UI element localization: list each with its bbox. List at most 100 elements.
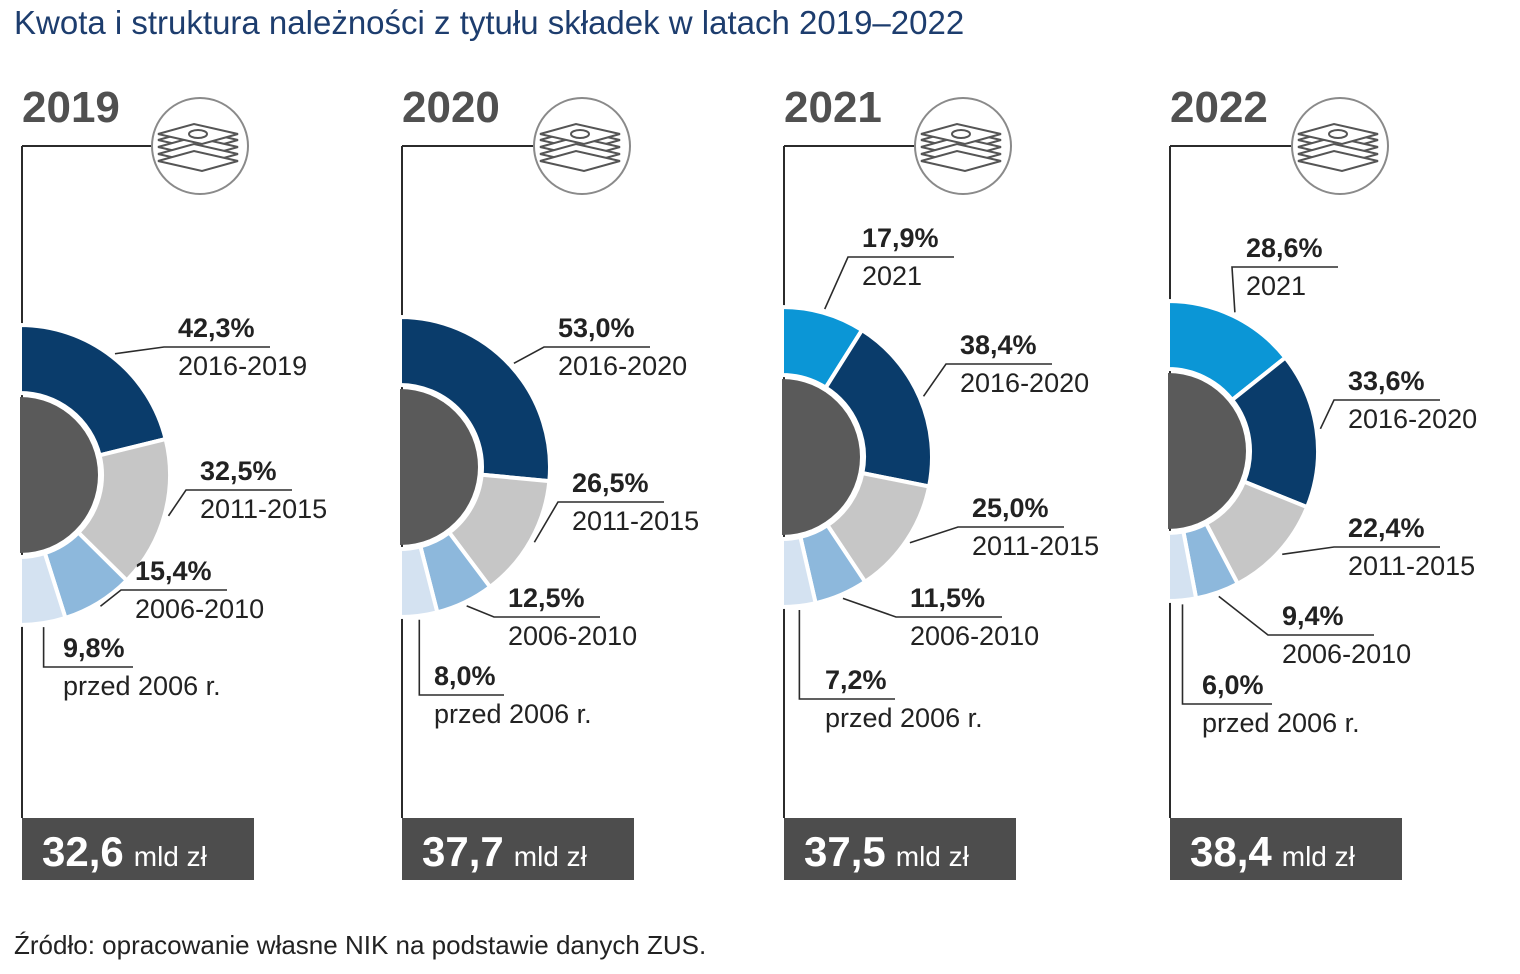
slice-leader-line bbox=[1181, 604, 1272, 705]
slice-value-label: 28,6% bbox=[1246, 233, 1323, 263]
slice-category-label: 2006-2010 bbox=[135, 594, 264, 624]
total-label: 37,5 mld zł bbox=[804, 828, 970, 875]
slice-leader-line bbox=[1319, 399, 1440, 430]
money-stack-bill-mark bbox=[1328, 129, 1348, 139]
donut-chart-2022: 2022 28,6% 2021 33,6% 2016-2020 22,4% 2011-201… bbox=[1166, 83, 1477, 880]
slice-category-label: 2016-2020 bbox=[960, 368, 1089, 398]
money-stack-bill bbox=[539, 149, 621, 173]
money-stack-bill bbox=[1297, 122, 1379, 146]
slice-category-label: 2006-2010 bbox=[910, 621, 1039, 651]
slice-value-label: 7,2% bbox=[825, 665, 887, 695]
money-stack-bill-mark bbox=[188, 129, 208, 139]
slice-leader-line bbox=[824, 256, 954, 310]
slice-value-label: 9,4% bbox=[1282, 601, 1344, 631]
slice-leader-line bbox=[798, 610, 895, 700]
slice-leader-line bbox=[99, 589, 227, 607]
money-stack-bill-mark bbox=[951, 129, 971, 139]
money-stack-bill bbox=[1297, 149, 1379, 173]
slice-category-label: 2011-2015 bbox=[972, 531, 1099, 561]
slice-category-label: 2006-2010 bbox=[508, 621, 637, 651]
slice-value-label: 12,5% bbox=[508, 583, 585, 613]
total-box bbox=[22, 818, 254, 880]
total-value: 38,4 bbox=[1190, 828, 1272, 875]
money-stack-icon bbox=[1297, 122, 1379, 173]
slice-value-label: 17,9% bbox=[862, 223, 939, 253]
total-unit: mld zł bbox=[514, 841, 588, 872]
slice-category-label: 2016-2019 bbox=[178, 351, 307, 381]
total-unit: mld zł bbox=[134, 841, 208, 872]
donut-slice bbox=[18, 550, 68, 628]
total-unit: mld zł bbox=[1282, 841, 1356, 872]
donut-slice bbox=[780, 534, 819, 610]
year-label: 2019 bbox=[22, 83, 120, 132]
total-value: 37,7 bbox=[422, 828, 504, 875]
slice-category-label: 2016-2020 bbox=[558, 351, 687, 381]
total-label: 38,4 mld zł bbox=[1190, 828, 1356, 875]
money-stack-icon bbox=[920, 122, 1002, 173]
slice-leader-line bbox=[909, 526, 1064, 544]
donut-center bbox=[1168, 373, 1246, 529]
donut-chart-2021: 2021 17,9% 2021 38,4% 2016-2020 25,0% 2011-201… bbox=[780, 83, 1099, 880]
slice-value-label: 6,0% bbox=[1202, 670, 1264, 700]
slice-value-label: 22,4% bbox=[1348, 513, 1425, 543]
slice-leader-line bbox=[513, 346, 650, 365]
slice-leader-line bbox=[418, 619, 504, 696]
money-stack-icon bbox=[157, 122, 239, 173]
total-box bbox=[402, 818, 634, 880]
slice-value-label: 53,0% bbox=[558, 313, 635, 343]
slice-value-label: 26,5% bbox=[572, 468, 649, 498]
year-label: 2021 bbox=[784, 83, 882, 132]
page-title: Kwota i struktura należności z tytułu sk… bbox=[14, 4, 965, 41]
money-stack-bill bbox=[157, 149, 239, 173]
money-stack-bill-mark bbox=[570, 129, 590, 139]
year-label: 2022 bbox=[1170, 83, 1268, 132]
slice-leader-line bbox=[42, 627, 133, 668]
total-unit: mld zł bbox=[896, 841, 970, 872]
donut-slice bbox=[18, 322, 169, 458]
slice-category-label: przed 2006 r. bbox=[63, 671, 221, 701]
slice-category-label: 2011-2015 bbox=[572, 506, 699, 536]
slice-value-label: 38,4% bbox=[960, 330, 1037, 360]
slice-category-label: przed 2006 r. bbox=[1202, 708, 1360, 738]
slice-value-label: 15,4% bbox=[135, 556, 212, 586]
slice-leader-line bbox=[114, 346, 270, 355]
slice-leader-line bbox=[1231, 266, 1338, 313]
money-stack-bill bbox=[920, 149, 1002, 173]
money-stack-bill bbox=[920, 122, 1002, 146]
donut-chart-2020: 2020 53,0% 2016-2020 26,5% 2011-2015 12,5% 200… bbox=[398, 83, 699, 880]
slice-value-label: 25,0% bbox=[972, 493, 1049, 523]
slice-leader-line bbox=[1282, 546, 1440, 556]
donut-center bbox=[20, 397, 98, 553]
slice-leader-line bbox=[167, 489, 292, 517]
total-box bbox=[784, 818, 1016, 880]
total-value: 37,5 bbox=[804, 828, 886, 875]
slice-leader-line bbox=[466, 605, 600, 618]
total-label: 37,7 mld zł bbox=[422, 828, 588, 875]
year-label: 2020 bbox=[402, 83, 500, 132]
donut-chart-2019: 2019 42,3% 2016-2019 32,5% 2011-2015 15,4% 200… bbox=[18, 83, 327, 880]
donut-slice bbox=[1166, 529, 1199, 604]
donut-center bbox=[782, 379, 860, 535]
slice-category-label: przed 2006 r. bbox=[434, 699, 592, 729]
slice-category-label: przed 2006 r. bbox=[825, 703, 983, 733]
slice-leader-line bbox=[1218, 595, 1374, 636]
slice-value-label: 32,5% bbox=[200, 456, 277, 486]
slice-category-label: 2021 bbox=[862, 261, 922, 291]
slice-leader-line bbox=[922, 363, 1052, 397]
slice-category-label: 2016-2020 bbox=[1348, 404, 1477, 434]
slice-value-label: 11,5% bbox=[910, 583, 985, 613]
slice-value-label: 33,6% bbox=[1348, 366, 1425, 396]
slice-value-label: 8,0% bbox=[434, 661, 496, 691]
slice-value-label: 9,8% bbox=[63, 633, 125, 663]
donut-center bbox=[400, 389, 478, 545]
total-box bbox=[1170, 818, 1402, 880]
slice-category-label: 2006-2010 bbox=[1282, 639, 1411, 669]
slice-category-label: 2011-2015 bbox=[1348, 551, 1475, 581]
source-note: Źródło: opracowanie własne NIK na podsta… bbox=[14, 930, 707, 960]
money-stack-bill bbox=[157, 122, 239, 146]
total-value: 32,6 bbox=[42, 828, 124, 875]
slice-category-label: 2011-2015 bbox=[200, 494, 327, 524]
slice-leader-line bbox=[842, 597, 1002, 618]
slice-leader-line bbox=[533, 501, 664, 543]
